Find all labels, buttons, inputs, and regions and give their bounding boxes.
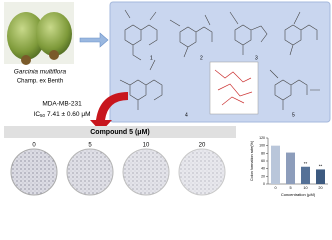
structures bbox=[119, 9, 320, 110]
dish-label: 0 bbox=[32, 143, 36, 149]
y-tick-label: 20 bbox=[261, 174, 265, 178]
y-tick-label: 80 bbox=[261, 151, 265, 155]
compound-label: 1 bbox=[150, 55, 153, 61]
compound-label: 5 bbox=[292, 112, 295, 118]
crystal-structure bbox=[209, 61, 259, 115]
compound-label: 4 bbox=[185, 112, 188, 118]
ic50-sub: 50 bbox=[40, 113, 46, 118]
x-tick-label: 5 bbox=[289, 186, 291, 190]
bar bbox=[286, 152, 295, 184]
authority: Champ. ex Benth bbox=[17, 79, 63, 85]
compound-label: 3 bbox=[255, 55, 258, 61]
y-tick-label: 120 bbox=[259, 136, 265, 140]
crystal-bonds bbox=[214, 69, 253, 106]
compound-label: 2 bbox=[200, 55, 203, 61]
arrow bbox=[79, 32, 109, 48]
petri-dish bbox=[122, 148, 170, 196]
dish-label: 10 bbox=[143, 143, 150, 149]
significance: ** bbox=[319, 164, 323, 169]
dishes: 0 5 10 20 bbox=[10, 143, 226, 196]
y-axis-label: Colon formation rate(%) bbox=[250, 140, 254, 181]
dish-label: 20 bbox=[199, 143, 206, 149]
dish-label: 5 bbox=[88, 143, 92, 149]
y-tick-label: 40 bbox=[261, 167, 265, 171]
bar bbox=[301, 166, 310, 184]
cell-line: MDA-MB-231 bbox=[42, 101, 82, 108]
bar bbox=[316, 169, 325, 184]
fruit-photo bbox=[4, 2, 74, 65]
y-tick-label: 0 bbox=[263, 182, 265, 186]
ic50: IC50 7.41 ± 0.60 μM bbox=[34, 111, 91, 118]
red-arrow bbox=[90, 92, 128, 132]
x-tick-label: 20 bbox=[318, 186, 322, 190]
significance: ** bbox=[304, 161, 308, 166]
petri-dish bbox=[178, 148, 226, 196]
panel-header bbox=[4, 126, 236, 138]
x-tick-label: 10 bbox=[303, 186, 307, 190]
x-tick-label: 0 bbox=[274, 186, 276, 190]
x-axis-label: Concentration (μM) bbox=[281, 192, 316, 197]
y-tick-label: 60 bbox=[261, 159, 265, 163]
y-tick-label: 100 bbox=[259, 144, 265, 148]
petri-dish bbox=[10, 148, 58, 196]
page: {"source":{"species":"Garcinia multiflor… bbox=[4, 1, 331, 198]
ic50-label: IC bbox=[34, 111, 41, 118]
petri-dish bbox=[66, 148, 114, 196]
graphical-abstract: Garcinia multiflora Champ. ex Benth 1 2 … bbox=[4, 1, 331, 198]
bar bbox=[271, 145, 280, 184]
panel-title: Compound 5 (μM) bbox=[90, 129, 150, 136]
ic50-value: 7.41 ± 0.60 μM bbox=[47, 111, 90, 118]
species: Garcinia multiflora bbox=[14, 69, 67, 76]
